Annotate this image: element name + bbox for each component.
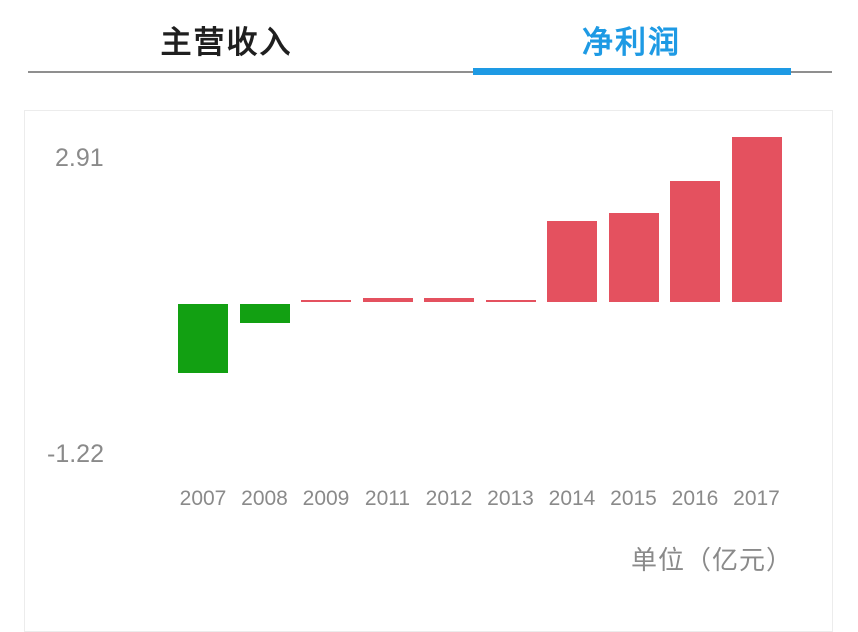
x-axis-label-2017: 2017 <box>733 487 780 510</box>
tab-main-revenue-label: 主营收入 <box>160 25 293 60</box>
page-root: { "tabs": [ { "label": "主营收入", "active":… <box>24 0 834 632</box>
x-axis-label-2014: 2014 <box>548 487 596 510</box>
bar-2015 <box>608 212 659 302</box>
bar-2008 <box>239 304 290 324</box>
x-axis-label-2016: 2016 <box>671 487 719 510</box>
unit-label: 单位（亿元） <box>630 545 793 575</box>
x-axis-label-2011: 2011 <box>364 487 411 510</box>
tabbar-divider <box>28 71 832 73</box>
tab-main-revenue[interactable]: 主营收入 <box>24 0 429 73</box>
bar-2007 <box>178 304 228 374</box>
bar-2014 <box>547 220 597 302</box>
active-tab-underline <box>472 68 791 75</box>
bar-2012 <box>424 298 474 302</box>
bar-2009 <box>301 300 351 302</box>
y-max-label: 2.91 <box>55 144 104 172</box>
x-axis-label-2009: 2009 <box>302 487 350 510</box>
x-axis-label-2008: 2008 <box>241 487 288 510</box>
bar-2013 <box>485 299 536 302</box>
chart-card: 2.91 -1.22 2007 2008 2009 2011 2012 2013 2014 2… <box>24 110 833 632</box>
bar-2011 <box>362 298 413 302</box>
bar-2016 <box>670 181 720 302</box>
x-axis-label-2007: 2007 <box>179 487 227 510</box>
bar-2017 <box>731 137 782 302</box>
tab-net-profit-label: 净利润 <box>582 25 681 60</box>
y-min-label: -1.22 <box>47 440 104 468</box>
x-axis-label-2015: 2015 <box>610 487 657 510</box>
tab-bar: 主营收入 净利润 <box>24 0 834 75</box>
tab-net-profit[interactable]: 净利润 <box>429 0 834 75</box>
x-axis-label-2013: 2013 <box>487 487 534 510</box>
x-axis-label-2012: 2012 <box>425 487 473 510</box>
